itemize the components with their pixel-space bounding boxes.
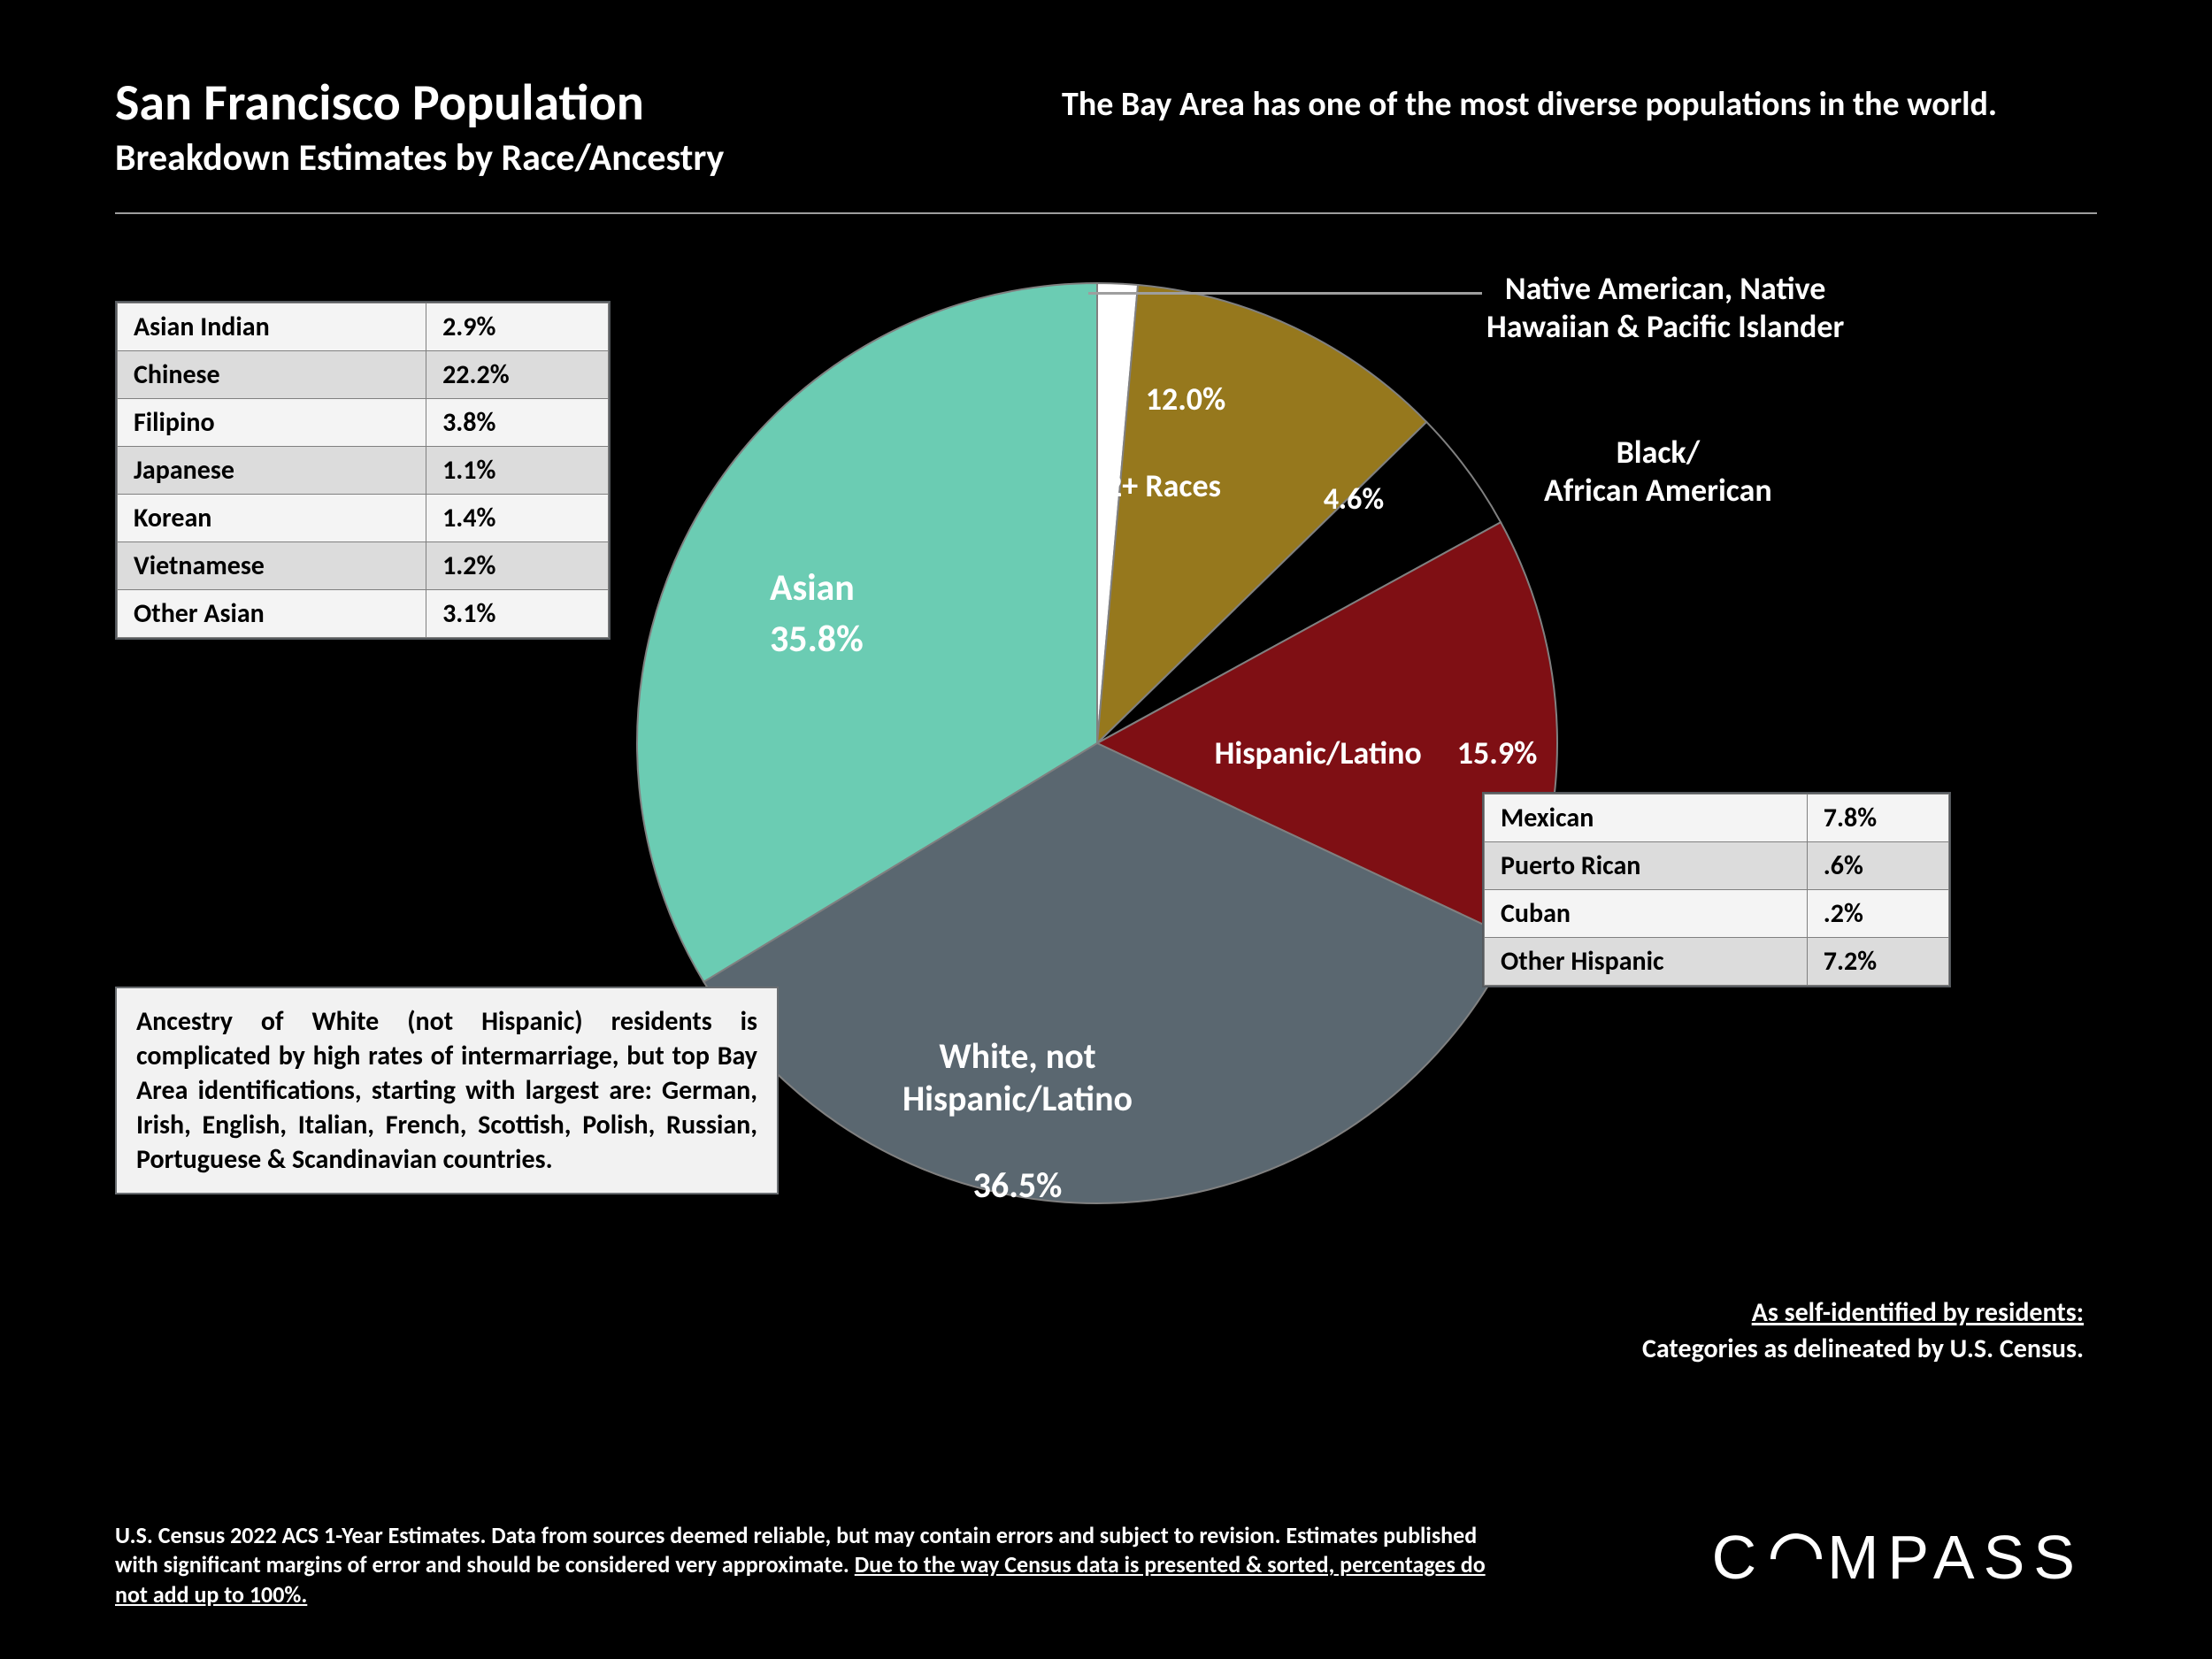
divider	[115, 212, 2097, 214]
asian-breakdown-table: Asian Indian2.9%Chinese22.2%Filipino3.8%…	[115, 301, 611, 640]
disclaimer: U.S. Census 2022 ACS 1-Year Estimates. D…	[115, 1521, 1513, 1610]
table-row: Vietnamese1.2%	[118, 542, 609, 590]
slice-label: Asian35.8%	[770, 566, 864, 663]
footnote-line1: As self-identified by residents:	[1752, 1296, 2084, 1329]
compass-logo-icon	[1760, 1523, 1832, 1595]
ext-label-native: Native American, NativeHawaiian & Pacifi…	[1486, 270, 1844, 346]
table-row: Other Asian3.1%	[118, 590, 609, 638]
table-row: Japanese1.1%	[118, 447, 609, 495]
white-ancestry-note: Ancestry of White (not Hispanic) residen…	[115, 987, 779, 1194]
slice-label: Hispanic/Latino15.9%	[1215, 734, 1538, 772]
table-row: Mexican7.8%	[1485, 795, 1949, 842]
slice-label: White, notHispanic/Latino36.5%	[902, 1035, 1133, 1207]
table-row: Chinese22.2%	[118, 351, 609, 399]
slice-label: 12.0%2+ Races	[1102, 380, 1226, 505]
table-row: Korean1.4%	[118, 495, 609, 542]
slice-label: 1.5%	[983, 243, 1043, 280]
compass-logo: CMPASS	[1712, 1522, 2084, 1593]
slice-label: 4.6%	[1324, 482, 1384, 518]
self-identified-note: As self-identified by residents: Categor…	[1642, 1295, 2084, 1367]
page-subtitle: Breakdown Estimates by Race/Ancestry	[115, 135, 2097, 180]
ext-label-black: Black/African American	[1544, 434, 1772, 510]
tagline: The Bay Area has one of the most diverse…	[1062, 84, 1997, 127]
table-row: Filipino3.8%	[118, 399, 609, 447]
hispanic-breakdown-table: Mexican7.8%Puerto Rican.6%Cuban.2%Other …	[1482, 792, 1951, 987]
table-row: Other Hispanic7.2%	[1485, 938, 1949, 986]
leader-line	[1088, 292, 1482, 295]
table-row: Cuban.2%	[1485, 890, 1949, 938]
footnote-line2: Categories as delineated by U.S. Census.	[1642, 1333, 2084, 1365]
table-row: Asian Indian2.9%	[118, 303, 609, 351]
table-row: Puerto Rican.6%	[1485, 842, 1949, 890]
